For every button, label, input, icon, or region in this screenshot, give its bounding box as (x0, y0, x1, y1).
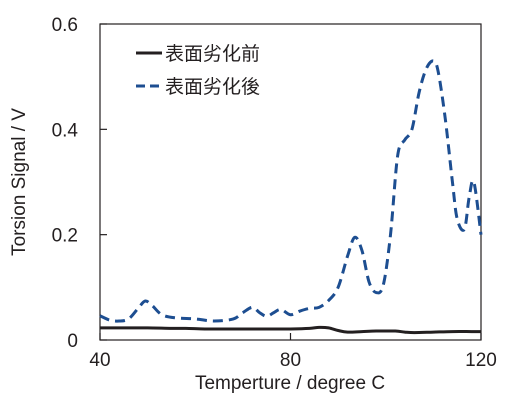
y-tick-label: 0 (67, 331, 78, 352)
plot-area-frame (99, 23, 482, 341)
y-tick-label: 0.4 (52, 120, 79, 141)
legend: 表面劣化前 表面劣化後 (136, 43, 260, 98)
y-axis-title: Torsion Signal / V (9, 108, 30, 256)
x-axis-ticks: 40 80 120 (89, 333, 497, 371)
y-tick-label: 0.6 (52, 15, 78, 36)
x-tick-label: 120 (465, 350, 497, 371)
series-line-before (99, 325, 481, 335)
x-tick-label: 80 (280, 350, 301, 371)
y-tick-label: 0.2 (52, 226, 78, 247)
y-axis-ticks: 0 0.2 0.4 0.6 (52, 15, 107, 352)
x-axis-title: Temperture / degree C (195, 373, 385, 394)
series-layer (99, 59, 483, 335)
legend-label-before: 表面劣化前 (165, 43, 260, 65)
legend-label-after: 表面劣化後 (165, 76, 260, 98)
x-tick-label: 40 (89, 350, 110, 371)
series-line-after (99, 59, 483, 323)
